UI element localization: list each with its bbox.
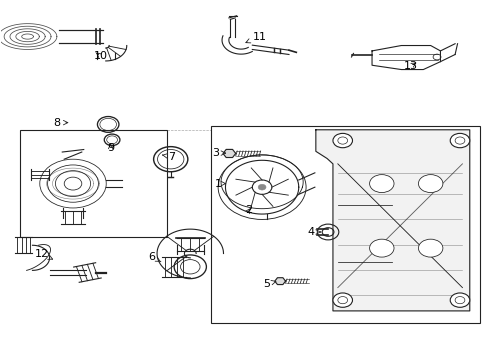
Circle shape	[418, 239, 443, 257]
Text: 6: 6	[148, 252, 161, 262]
Text: 8: 8	[53, 118, 68, 128]
Text: 5: 5	[263, 279, 276, 289]
Circle shape	[450, 134, 470, 148]
Text: 11: 11	[246, 32, 267, 43]
Text: 10: 10	[94, 51, 108, 61]
Text: 4: 4	[308, 227, 320, 237]
Polygon shape	[316, 130, 470, 311]
Text: 2: 2	[245, 206, 252, 216]
Circle shape	[369, 175, 394, 193]
Text: 9: 9	[107, 143, 114, 153]
Circle shape	[369, 239, 394, 257]
Polygon shape	[223, 149, 236, 158]
Text: 7: 7	[163, 152, 175, 162]
Text: 3: 3	[212, 148, 225, 158]
Circle shape	[333, 134, 352, 148]
Text: 12: 12	[35, 249, 52, 259]
Circle shape	[450, 293, 470, 307]
Circle shape	[258, 184, 266, 190]
Bar	[211, 126, 480, 323]
Text: 13: 13	[404, 61, 418, 71]
Polygon shape	[275, 278, 286, 284]
Circle shape	[418, 175, 443, 193]
Circle shape	[333, 293, 352, 307]
Bar	[20, 130, 167, 237]
Text: 1: 1	[215, 179, 225, 189]
